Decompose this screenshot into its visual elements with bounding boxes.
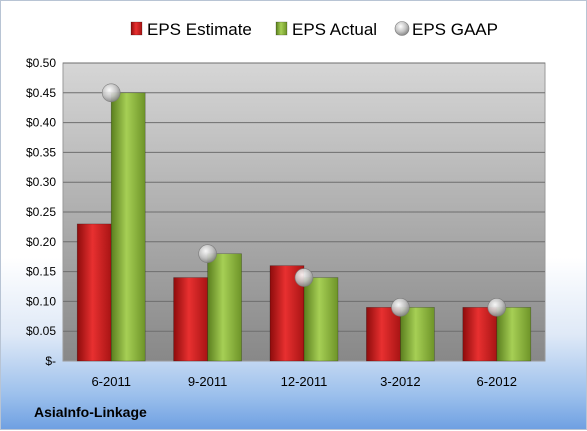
y-tick-label: $0.45	[26, 86, 56, 100]
x-axis: 6-2011 9-2011 12-2011 3-2012 6-2012	[91, 374, 517, 389]
marker-eps-gaap	[101, 83, 121, 103]
marker-eps-gaap	[487, 298, 507, 317]
bar-eps-actual	[110, 92, 146, 362]
y-tick-label: $0.50	[26, 56, 56, 70]
y-tick-label: $0.10	[26, 294, 56, 308]
bar-eps-actual	[400, 307, 435, 362]
bar-eps-actual	[303, 277, 339, 362]
y-tick-label: $0.25	[26, 205, 56, 219]
gaap-markers	[101, 83, 507, 317]
x-tick-label: 3-2012	[380, 374, 420, 389]
bar-eps-actual	[496, 307, 532, 362]
bar-eps-estimate	[173, 277, 208, 362]
marker-eps-gaap	[391, 298, 410, 317]
legend-swatch	[275, 21, 288, 36]
y-tick-label: $0.35	[26, 145, 56, 159]
marker-eps-gaap	[198, 244, 217, 264]
y-tick-label: $0.20	[26, 235, 56, 249]
legend: EPS Estimate EPS Actual EPS GAAP	[130, 20, 498, 39]
x-tick-label: 6-2012	[477, 374, 517, 389]
bar-eps-actual	[207, 253, 242, 362]
company-name: AsiaInfo-Linkage	[34, 404, 147, 420]
bar-eps-estimate	[366, 307, 401, 362]
y-tick-label: $-	[45, 354, 56, 368]
bars	[76, 92, 532, 362]
y-axis: $- $0.05 $0.10 $0.15 $0.20 $0.25 $0.30 $0.35 $0.…	[26, 56, 56, 368]
bar-eps-estimate	[462, 307, 498, 362]
y-tick-label: $0.15	[26, 265, 56, 279]
y-tick-label: $0.30	[26, 175, 56, 189]
legend-label: EPS GAAP	[412, 20, 498, 39]
legend-swatch	[394, 21, 410, 36]
legend-swatch	[130, 21, 143, 36]
y-tick-label: $0.40	[26, 116, 56, 130]
marker-eps-gaap	[294, 268, 314, 287]
y-tick-label: $0.05	[26, 324, 56, 338]
legend-label: EPS Estimate	[147, 20, 252, 39]
legend-label: EPS Actual	[292, 20, 377, 39]
x-tick-label: 6-2011	[91, 374, 131, 389]
bar-eps-estimate	[76, 223, 112, 362]
x-tick-label: 9-2011	[188, 374, 228, 389]
x-tick-label: 12-2011	[281, 374, 328, 389]
